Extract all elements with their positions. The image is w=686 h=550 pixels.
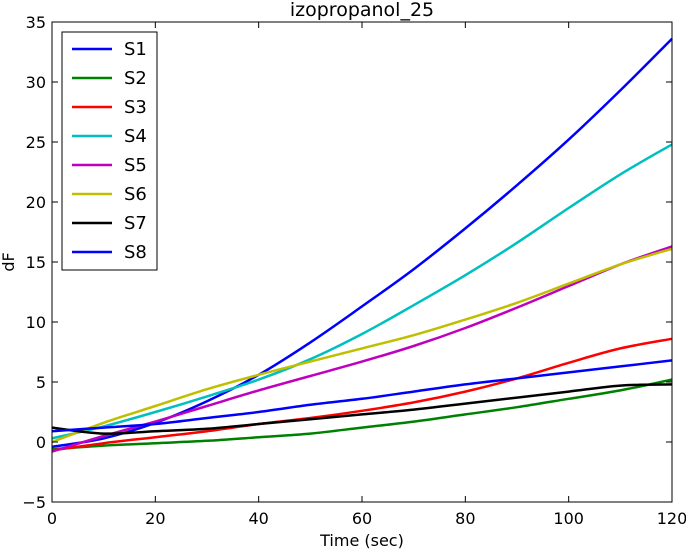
x-tick-label: 100 xyxy=(553,509,584,528)
legend-label-s6: S6 xyxy=(124,184,147,205)
chart-title: izopropanol_25 xyxy=(290,0,434,21)
legend: S1 S2 S3 S4 S5 S6 S7 S8 xyxy=(61,31,158,271)
legend-label-s1: S1 xyxy=(124,39,147,60)
series-line-s8 xyxy=(51,359,673,433)
legend-label-s5: S5 xyxy=(124,155,147,176)
y-tick-label: 20 xyxy=(26,193,46,212)
y-axis-label: dF xyxy=(0,252,18,271)
y-tick-label: 0 xyxy=(36,433,46,452)
series-line-s5 xyxy=(51,245,673,453)
legend-label-s2: S2 xyxy=(124,68,147,89)
legend-label-s8: S8 xyxy=(124,242,147,263)
y-tick-label: 5 xyxy=(36,373,46,392)
series-line-s3 xyxy=(51,337,673,452)
legend-label-s3: S3 xyxy=(124,97,147,118)
x-tick-label: 120 xyxy=(657,509,686,528)
series-line-s7 xyxy=(51,383,673,435)
y-tick-label: −5 xyxy=(22,493,46,512)
legend-label-s4: S4 xyxy=(124,126,147,147)
x-tick-label: 80 xyxy=(455,509,475,528)
legend-box xyxy=(61,31,158,271)
series-line-s2 xyxy=(51,378,673,451)
x-tick-label: 60 xyxy=(352,509,372,528)
y-tick-label: 30 xyxy=(26,73,46,92)
y-tick-label: 35 xyxy=(26,13,46,32)
y-tick-label: 15 xyxy=(26,253,46,272)
y-tick-label: 10 xyxy=(26,313,46,332)
series-line-s6 xyxy=(51,247,673,444)
x-tick-label: 0 xyxy=(47,509,57,528)
x-tick-label: 20 xyxy=(145,509,165,528)
series-line-s4 xyxy=(51,143,673,440)
legend-label-s7: S7 xyxy=(124,213,147,234)
x-tick-label: 40 xyxy=(248,509,268,528)
series-layer xyxy=(51,37,673,453)
y-tick-label: 25 xyxy=(26,133,46,152)
x-axis-label: Time (sec) xyxy=(319,531,404,550)
